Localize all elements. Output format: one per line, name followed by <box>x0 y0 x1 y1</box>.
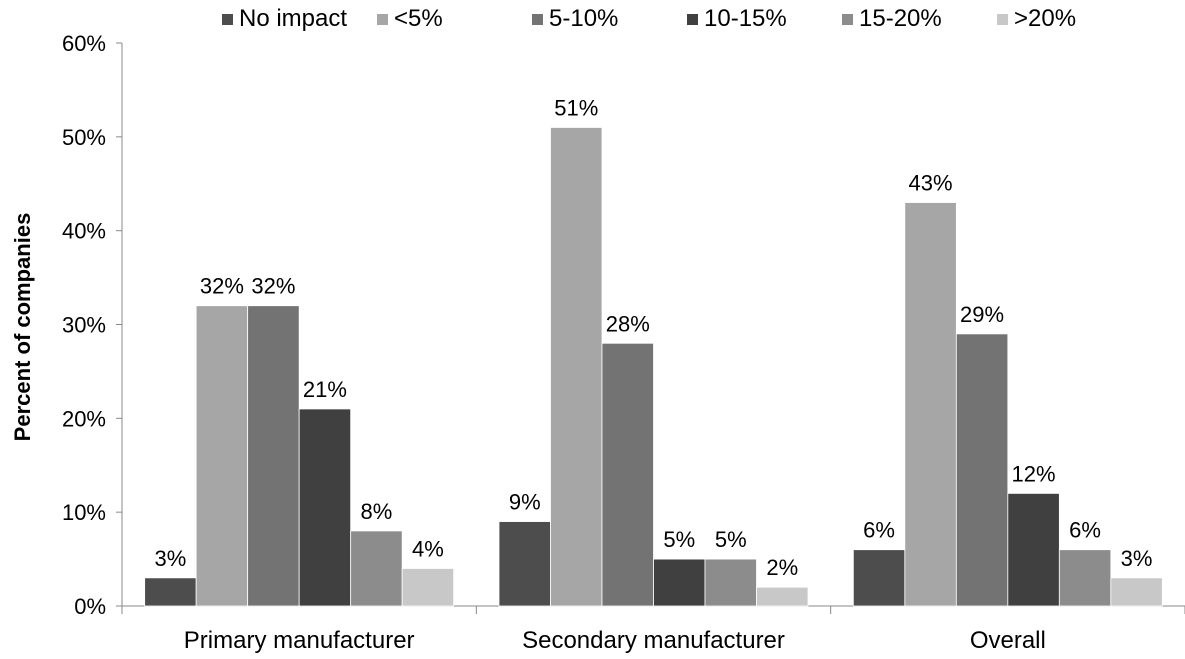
bar <box>601 342 654 607</box>
bar <box>1110 577 1163 607</box>
bar <box>756 586 809 607</box>
data-label: 5% <box>663 527 695 552</box>
data-label: 3% <box>1121 546 1153 571</box>
data-label: 6% <box>1069 518 1101 543</box>
legend-swatch <box>687 14 698 25</box>
legend-swatch <box>842 14 853 25</box>
bar <box>298 408 352 607</box>
legend-label: 10-15% <box>704 5 787 32</box>
bar <box>1058 549 1112 607</box>
y-tick-label: 40% <box>62 219 106 244</box>
bar <box>195 305 249 607</box>
data-label: 6% <box>863 518 895 543</box>
data-label: 12% <box>1012 461 1056 486</box>
data-label: 43% <box>909 171 953 196</box>
legend-label: No impact <box>239 5 347 32</box>
bar <box>852 549 906 607</box>
x-category-label: Primary manufacturer <box>184 627 415 654</box>
legend-label: 5-10% <box>549 5 618 32</box>
bar <box>247 305 300 607</box>
data-label: 2% <box>766 555 798 580</box>
y-tick-label: 30% <box>62 313 106 338</box>
x-axis: Primary manufacturer Secondary manufactur… <box>121 605 1185 654</box>
legend-swatch <box>532 14 543 25</box>
data-label: 21% <box>303 377 347 402</box>
y-axis-title: Percent of companies <box>10 213 35 442</box>
x-category-label: Secondary manufacturer <box>522 627 785 654</box>
bar <box>955 333 1009 607</box>
y-tick-label: 20% <box>62 406 106 431</box>
data-label: 29% <box>960 302 1004 327</box>
y-tick-label: 10% <box>62 500 106 525</box>
data-label: 3% <box>155 546 187 571</box>
bar <box>498 521 551 607</box>
legend-label: <5% <box>394 5 443 32</box>
bar <box>401 568 455 607</box>
data-label: 9% <box>509 490 541 515</box>
y-tick-label: 60% <box>62 31 106 56</box>
bar <box>550 127 603 607</box>
data-label: 51% <box>554 95 598 120</box>
bars <box>144 127 1163 607</box>
bar <box>144 577 197 607</box>
bar <box>704 558 757 607</box>
legend: No impact <5% 5-10% 10-15% 15-20% >20% <box>222 5 1076 32</box>
legend-swatch <box>377 14 388 25</box>
x-category-label: Overall <box>970 627 1046 654</box>
bar <box>904 202 957 607</box>
legend-label: 15-20% <box>859 5 942 32</box>
data-label: 5% <box>715 527 747 552</box>
legend-swatch <box>222 14 233 25</box>
legend-label: >20% <box>1014 5 1076 32</box>
bar <box>350 530 403 607</box>
y-axis: 0% 10% 20% 30% 40% 50% 60% <box>62 31 123 619</box>
bar <box>653 558 706 607</box>
data-label: 4% <box>412 536 444 561</box>
legend-swatch <box>997 14 1008 25</box>
data-label: 32% <box>200 274 244 299</box>
data-label: 28% <box>606 311 650 336</box>
bar <box>1007 492 1060 607</box>
y-tick-label: 0% <box>74 594 106 619</box>
data-label: 32% <box>251 274 295 299</box>
data-labels: 3% 32% 32% 21% 8% 4% 9% 51% 28% 5% 5% 2% 6% 43% 29% 12%… <box>155 95 1153 580</box>
data-label: 8% <box>361 499 393 524</box>
y-tick-label: 50% <box>62 125 106 150</box>
